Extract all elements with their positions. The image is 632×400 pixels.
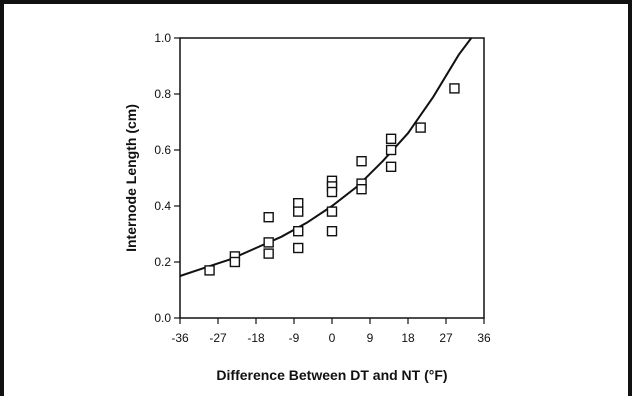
y-tick-label: 1.0 bbox=[154, 31, 171, 45]
fitted-curve bbox=[179, 37, 473, 277]
data-point bbox=[385, 144, 397, 156]
x-tick-label: -27 bbox=[209, 331, 227, 345]
data-point bbox=[326, 225, 338, 237]
x-tick-label: 0 bbox=[329, 331, 336, 345]
data-point bbox=[385, 161, 397, 173]
x-axis: -36 -27 -18 -9 0 9 18 27 36 bbox=[171, 318, 491, 345]
y-tick-label: 0.0 bbox=[154, 311, 171, 325]
data-point bbox=[263, 248, 274, 259]
data-point bbox=[415, 122, 426, 133]
data-point bbox=[229, 256, 241, 268]
data-point bbox=[293, 197, 304, 209]
y-tick-label: 0.8 bbox=[154, 87, 171, 101]
data-point bbox=[293, 225, 304, 237]
data-point bbox=[204, 265, 215, 276]
data-point bbox=[356, 183, 367, 195]
data-point bbox=[263, 211, 274, 223]
x-tick-label: 18 bbox=[401, 331, 415, 345]
data-point bbox=[293, 242, 304, 254]
y-tick-label: 0.4 bbox=[154, 199, 171, 213]
data-point bbox=[326, 186, 338, 198]
x-tick-label: -18 bbox=[247, 331, 265, 345]
data-points bbox=[204, 83, 460, 276]
x-tick-label: -36 bbox=[171, 331, 189, 345]
y-axis-title: Internode Length (cm) bbox=[123, 104, 139, 252]
y-tick-label: 0.6 bbox=[154, 143, 171, 157]
data-point bbox=[385, 133, 397, 145]
y-axis: 0.0 0.2 0.4 0.6 0.8 1.0 bbox=[154, 31, 180, 325]
y-tick-label: 0.2 bbox=[154, 255, 171, 269]
x-tick-label: -9 bbox=[289, 331, 300, 345]
x-tick-label: 27 bbox=[439, 331, 453, 345]
data-point bbox=[293, 206, 304, 217]
data-point bbox=[356, 155, 367, 167]
x-axis-title: Difference Between DT and NT (°F) bbox=[216, 367, 447, 383]
scatter-chart: 0.0 0.2 0.4 0.6 0.8 1.0 -36 -27 -18 -9 0 9 18 27 36 I… bbox=[123, 31, 491, 383]
x-tick-label: 9 bbox=[367, 331, 374, 345]
data-point bbox=[326, 206, 338, 217]
x-tick-label: 36 bbox=[477, 331, 491, 345]
data-point bbox=[263, 237, 274, 248]
data-point bbox=[449, 83, 460, 94]
